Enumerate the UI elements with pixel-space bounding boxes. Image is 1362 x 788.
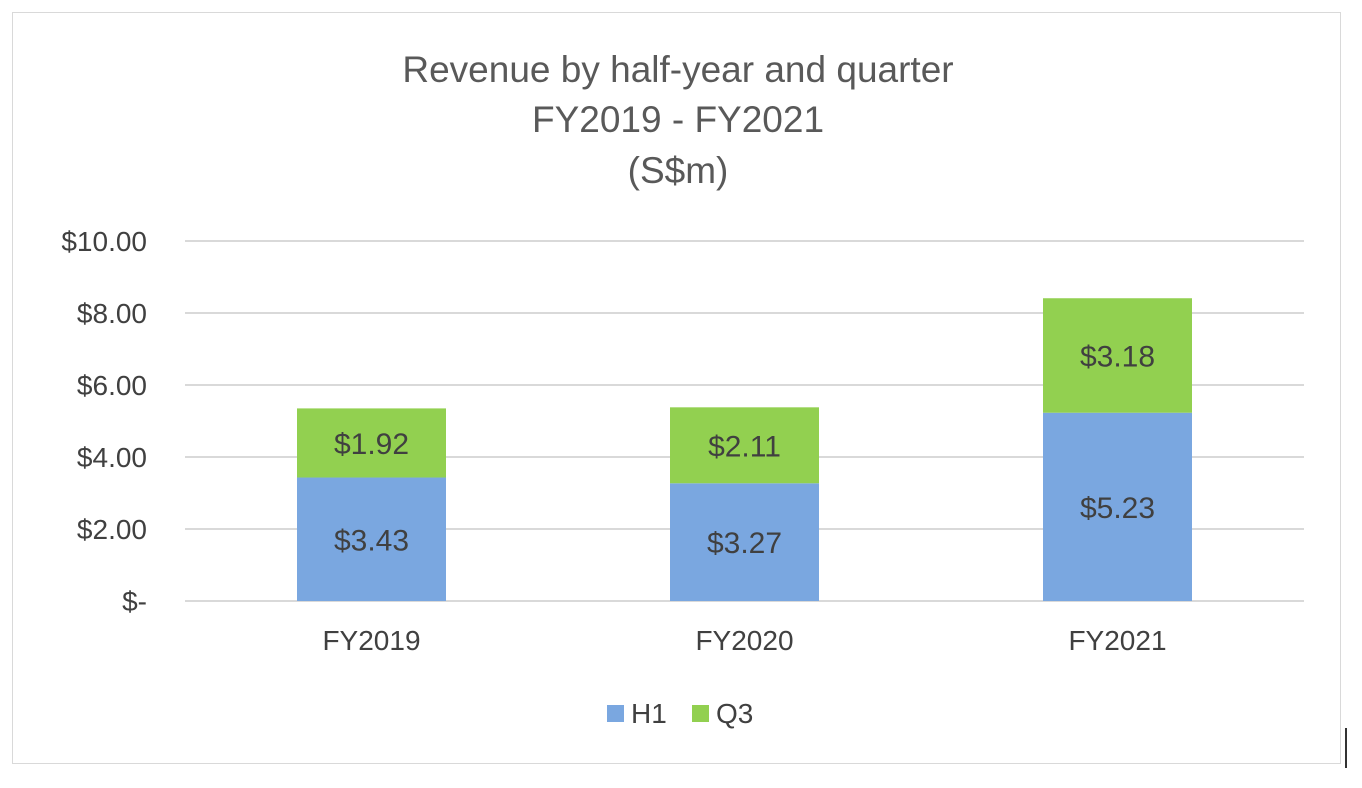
y-tick-label: $4.00 bbox=[77, 442, 147, 473]
bar-segment bbox=[297, 477, 446, 601]
y-tick-label: $6.00 bbox=[77, 370, 147, 401]
legend-swatch bbox=[607, 705, 624, 722]
edge-mark bbox=[1345, 728, 1347, 768]
bar-segment bbox=[670, 407, 819, 484]
y-tick-label: $10.00 bbox=[61, 226, 147, 257]
data-label: $1.92 bbox=[334, 428, 409, 461]
data-label: $3.43 bbox=[334, 524, 409, 557]
legend-entry: Q3 bbox=[716, 698, 753, 729]
bar-segment bbox=[1043, 298, 1192, 413]
y-tick-label: $- bbox=[122, 586, 147, 617]
bar-segment bbox=[1043, 412, 1192, 601]
x-tick-label: FY2019 bbox=[322, 625, 420, 656]
legend: H1 Q3 bbox=[607, 698, 753, 729]
chart-title: Revenue by half-year and quarter FY2019 … bbox=[402, 49, 953, 191]
chart-title-line-1: Revenue by half-year and quarter bbox=[402, 49, 953, 90]
legend-swatch bbox=[692, 705, 709, 722]
x-tick-label: FY2021 bbox=[1068, 625, 1166, 656]
bar-segment bbox=[670, 483, 819, 601]
chart-title-line-2: FY2019 - FY2021 bbox=[532, 99, 824, 140]
legend-entry: H1 bbox=[631, 698, 667, 729]
x-axis: FY2019 FY2020 FY2021 bbox=[322, 625, 1166, 656]
bars: $3.43 $1.92 $3.27 $2.11 $5.23 $3.18 bbox=[297, 298, 1192, 601]
y-tick-label: $8.00 bbox=[77, 298, 147, 329]
data-label: $3.18 bbox=[1080, 340, 1155, 373]
chart-title-line-3: (S$m) bbox=[628, 150, 729, 191]
y-tick-label: $2.00 bbox=[77, 514, 147, 545]
data-label: $3.27 bbox=[707, 527, 782, 560]
y-axis: $- $2.00 $4.00 $6.00 $8.00 $10.00 bbox=[61, 226, 147, 617]
data-label: $5.23 bbox=[1080, 492, 1155, 525]
data-label: $2.11 bbox=[708, 430, 781, 463]
bar-segment bbox=[297, 408, 446, 478]
x-tick-label: FY2020 bbox=[695, 625, 793, 656]
